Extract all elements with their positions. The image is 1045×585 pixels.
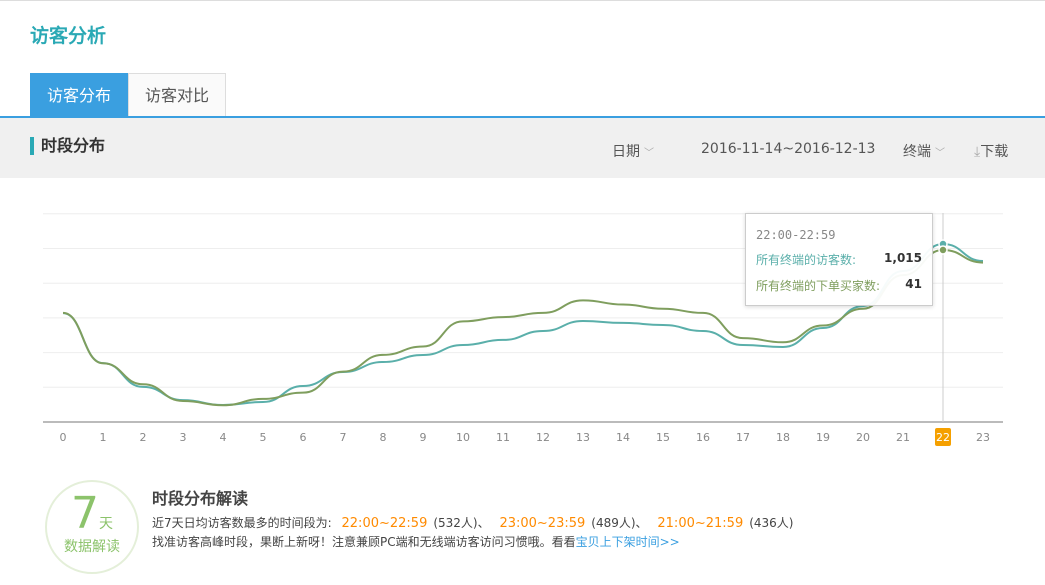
section-title: 时段分布 (30, 137, 105, 155)
date-label: 日期 (612, 144, 640, 160)
tooltip-time: 22:00-22:59 (756, 228, 836, 242)
download-button[interactable]: ⤓下载 (974, 141, 1008, 161)
series-line-1 (62, 248, 984, 407)
terminal-dropdown[interactable]: 终端 ﹀ (903, 141, 945, 161)
peak-time: 23:00~23:59 (499, 516, 586, 531)
page-title: 访客分析 (30, 25, 107, 47)
x-tick-label: 6 (300, 431, 307, 444)
x-tick-label: 1 (100, 431, 107, 444)
x-tick-label: 14 (616, 431, 630, 444)
insight-badge: 7天 数据解读 (45, 480, 139, 574)
x-tick-label: 17 (736, 431, 750, 444)
tab-underline (0, 116, 1045, 118)
download-icon: ⤓ (974, 144, 981, 160)
terminal-label: 终端 (903, 144, 931, 160)
date-range[interactable]: 2016-11-14~2016-12-13 (701, 141, 876, 157)
x-tick-label: 11 (496, 431, 510, 444)
peak-count: (436人) (749, 516, 794, 530)
listing-time-link[interactable]: 宝贝上下架时间>> (575, 535, 680, 549)
x-tick-label: 19 (816, 431, 830, 444)
tooltip-visitors-value: 1,015 (884, 251, 922, 265)
x-tick-highlight (935, 428, 951, 446)
x-tick-label: 10 (456, 431, 470, 444)
x-tick-label: 18 (776, 431, 790, 444)
tooltip-buyers-label: 所有终端的下单买家数: (756, 279, 881, 293)
tab-visitor-compare[interactable]: 访客对比 (128, 73, 227, 117)
badge-number: 7 (71, 488, 99, 539)
peak-count: (532人)、 (433, 516, 490, 530)
peak-time: 21:00~21:59 (657, 516, 744, 531)
series-point-1 (938, 245, 948, 255)
chart-tooltip: 22:00-22:59 所有终端的访客数: 1,015 所有终端的下单买家数: 41 (745, 213, 933, 306)
tooltip-visitors-label: 所有终端的访客数: (756, 253, 857, 267)
insight-prefix: 近7天日均访客数最多的时间段为: (152, 516, 332, 530)
peak-time: 22:00~22:59 (341, 516, 428, 531)
x-tick-label: 23 (976, 431, 990, 444)
x-tick-label: 8 (380, 431, 387, 444)
tab-visitor-distribution[interactable]: 访客分布 (30, 73, 129, 117)
x-tick-label: 4 (220, 431, 227, 444)
x-tick-label: 16 (696, 431, 710, 444)
insight-line-2: 找准访客高峰时段，果断上新呀！注意兼顾PC端和无线端访客访问习惯哦。看看宝贝上下… (152, 533, 680, 550)
tooltip-buyers-value: 41 (905, 277, 922, 291)
date-dropdown[interactable]: 日期 ﹀ (612, 141, 654, 161)
download-label: 下载 (980, 144, 1009, 160)
x-tick-label: 2 (140, 431, 147, 444)
x-tick-label: 20 (856, 431, 870, 444)
badge-text: 数据解读 (64, 539, 120, 555)
x-tick-label: 5 (260, 431, 267, 444)
section-header: 时段分布 日期 ﹀ 2016-11-14~2016-12-13 终端 ﹀ ⤓下载 (0, 118, 1045, 178)
x-tick-label: 9 (420, 431, 427, 444)
x-tick-label: 12 (536, 431, 550, 444)
x-tick-label: 3 (180, 431, 187, 444)
insight-advice: 找准访客高峰时段，果断上新呀！注意兼顾PC端和无线端访客访问习惯哦。看看 (152, 535, 576, 549)
x-tick-label: 15 (656, 431, 670, 444)
insight-line-1: 近7天日均访客数最多的时间段为: 22:00~22:59 (532人)、 23:0… (152, 514, 794, 531)
x-tick-label: 13 (576, 431, 590, 444)
x-tick-label: 21 (896, 431, 910, 444)
badge-unit: 天 (99, 516, 113, 532)
x-tick-label: 22 (936, 431, 950, 444)
peak-count: (489人)、 (591, 516, 648, 530)
chevron-down-icon: ﹀ (644, 148, 654, 159)
x-tick-label: 7 (340, 431, 347, 444)
chevron-down-icon: ﹀ (935, 148, 945, 159)
x-tick-label: 0 (60, 431, 67, 444)
insight-title: 时段分布解读 (152, 489, 249, 508)
